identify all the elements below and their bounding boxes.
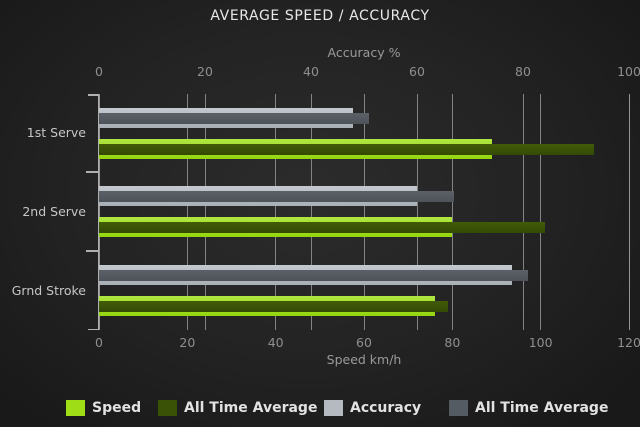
gridline-accuracy-60 [416,94,418,330]
bar-all-time-average-accuracy-cat2 [99,270,529,281]
bottom-tick-label-20: 20 [179,335,196,350]
category-divider-tick-1 [86,250,99,252]
gridline-speed-60 [363,94,365,330]
top-tick-label-20: 20 [197,64,213,79]
top-tick-label-40: 40 [303,64,319,79]
gridline-accuracy-20 [204,94,206,330]
bar-all-time-average-speed-cat0 [99,144,594,155]
bottom-tick-label-120: 120 [617,335,640,350]
top-tick-label-100: 100 [617,64,640,79]
legend-label-0: Speed [92,400,142,416]
bottom-tick-label-40: 40 [267,335,284,350]
bottom-tick-label-80: 80 [444,335,461,350]
y-axis-bottom-stub [88,328,99,330]
legend-item-1: All Time Average [158,400,317,416]
bottom-tick-label-100: 100 [528,335,553,350]
top-axis-title: Accuracy % [327,45,401,60]
bar-all-time-average-speed-cat2 [99,301,448,312]
top-tick-label-0: 0 [95,64,103,79]
gridline-speed-100 [540,94,542,330]
top-tick-label-60: 60 [409,64,425,79]
bar-all-time-average-accuracy-cat1 [99,191,455,202]
top-tick-label-80: 80 [515,64,531,79]
gridline-speed-40 [275,94,277,330]
legend-swatch-2 [324,400,343,416]
legend-swatch-1 [158,400,177,416]
gridline-speed-120 [628,94,630,330]
gridline-speed-0 [98,94,100,330]
chart-title: AVERAGE SPEED / ACCURACY [210,8,430,24]
category-label-1: 2nd Serve [22,203,86,219]
category-label-2: Grnd Stroke [11,282,86,298]
gridline-speed-80 [451,94,453,330]
bar-all-time-average-speed-cat1 [99,222,546,233]
category-label-0: 1st Serve [26,125,86,140]
legend-item-3: All Time Average [449,400,608,416]
y-axis-line [97,94,99,330]
bottom-tick-label-60: 60 [356,335,372,350]
y-axis-top-stub [88,94,99,96]
gridline-accuracy-80 [522,94,524,330]
bar-all-time-average-accuracy-cat0 [99,113,370,124]
legend-label-1: All Time Average [184,400,318,416]
legend-item-0: Speed [66,400,141,416]
legend-item-2: Accuracy [324,400,421,416]
category-divider-tick-0 [86,171,99,173]
gridline-speed-20 [186,94,188,330]
legend-swatch-3 [449,400,468,416]
gridline-accuracy-40 [310,94,312,330]
legend-swatch-0 [66,400,85,416]
bottom-tick-label-0: 0 [95,335,103,350]
legend-label-2: Accuracy [350,400,422,416]
bottom-axis-title: Speed km/h [326,352,402,367]
legend: Speed All Time Average Accuracy All Time Av… [0,398,640,420]
legend-label-3: All Time Average [475,400,609,416]
